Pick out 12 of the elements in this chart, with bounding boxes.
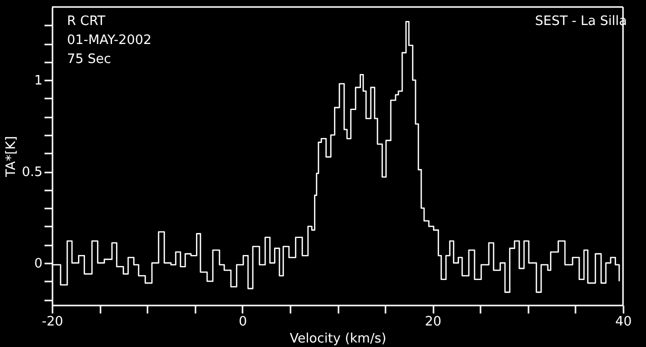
y-tick-label: 1 xyxy=(34,74,42,89)
x-tick-label: 0 xyxy=(238,314,247,330)
annotation: 75 Sec xyxy=(67,52,112,67)
x-tick-label: 20 xyxy=(424,314,442,330)
x-tick-label: 40 xyxy=(615,314,632,330)
y-tick-label: 0.5 xyxy=(22,165,42,180)
annotation: 01-MAY-2002 xyxy=(67,33,152,48)
y-axis-title: TA*[K] xyxy=(4,136,19,178)
y-tick-label: 0 xyxy=(34,256,42,272)
annotation: R CRT xyxy=(67,14,106,29)
x-tick-label: -20 xyxy=(42,314,64,330)
x-axis-title: Velocity (km/s) xyxy=(290,332,386,346)
